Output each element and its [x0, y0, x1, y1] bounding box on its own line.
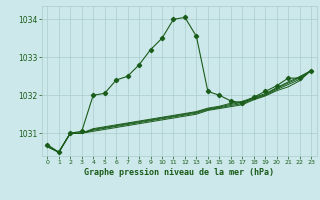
X-axis label: Graphe pression niveau de la mer (hPa): Graphe pression niveau de la mer (hPa) — [84, 168, 274, 177]
